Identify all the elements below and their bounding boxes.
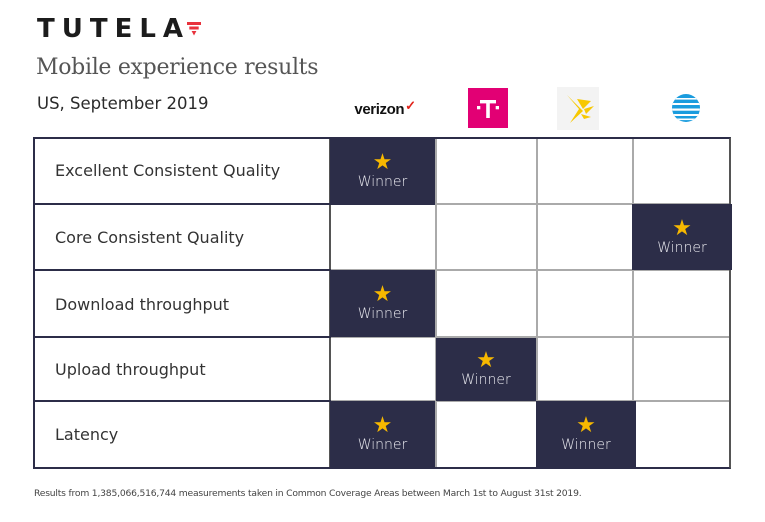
star-icon: ★ (576, 413, 596, 438)
row-label-download-throughput: Download throughput (55, 294, 230, 314)
carrier-logo-att (668, 92, 704, 124)
verizon-check-icon: ✓ (405, 98, 416, 113)
winner-cell-upload-tmobile: ★ Winner (436, 338, 536, 401)
winner-cell-core-att: ★ Winner (632, 204, 732, 270)
row-label-latency: Latency (55, 425, 119, 444)
winner-cell-download-verizon: ★ Winner (330, 270, 435, 337)
winner-cell-latency-verizon: ★ Winner (330, 401, 435, 468)
grid-divider (331, 269, 729, 271)
carrier-logo-sprint (557, 87, 599, 130)
tutela-triangle-icon (187, 22, 202, 36)
tutela-logo: TUTELA (37, 14, 202, 44)
footnote: Results from 1,385,066,516,744 measureme… (34, 488, 582, 499)
row-label-core-consistent-quality: Core Consistent Quality (55, 227, 245, 247)
grid-divider (331, 203, 729, 205)
star-icon: ★ (372, 413, 393, 438)
grid-divider (331, 400, 729, 402)
winner-cell-excellent-verizon: ★ Winner (330, 137, 435, 205)
winner-label: Winner (357, 173, 408, 190)
grid-divider (33, 269, 331, 271)
grid-divider (632, 137, 634, 468)
grid-divider (536, 137, 538, 468)
grid-divider (33, 400, 331, 402)
star-icon: ★ (672, 215, 692, 241)
row-label-upload-throughput: Upload throughput (55, 359, 206, 379)
star-icon: ★ (476, 348, 496, 373)
logo-text: TUTELA (37, 14, 191, 44)
winner-label: Winner (357, 437, 408, 453)
carrier-logo-verizon: verizon ✓ (340, 96, 430, 122)
tmobile-t-icon (477, 100, 499, 118)
page-subtitle: Mobile experience results (36, 55, 319, 80)
grid-divider (331, 336, 729, 338)
winner-cell-latency-sprint: ★ Winner (536, 401, 636, 468)
winner-label: Winner (461, 372, 511, 388)
grid-divider (435, 137, 437, 468)
grid-divider (33, 203, 331, 205)
winner-label: Winner (561, 437, 611, 453)
star-icon: ★ (372, 282, 393, 307)
carrier-logo-tmobile (468, 88, 508, 128)
verizon-logo-text: verizon (354, 100, 405, 118)
winner-label: Winner (657, 239, 707, 256)
star-icon: ★ (372, 149, 393, 175)
row-label-excellent-consistent-quality: Excellent Consistent Quality (55, 160, 281, 180)
winner-label: Winner (357, 306, 408, 322)
results-table: Excellent Consistent Quality Core Consis… (33, 137, 732, 469)
att-globe-icon (672, 94, 700, 122)
region-date: US, September 2019 (37, 94, 209, 113)
sprint-wing-icon (567, 95, 594, 123)
grid-divider (33, 336, 331, 338)
